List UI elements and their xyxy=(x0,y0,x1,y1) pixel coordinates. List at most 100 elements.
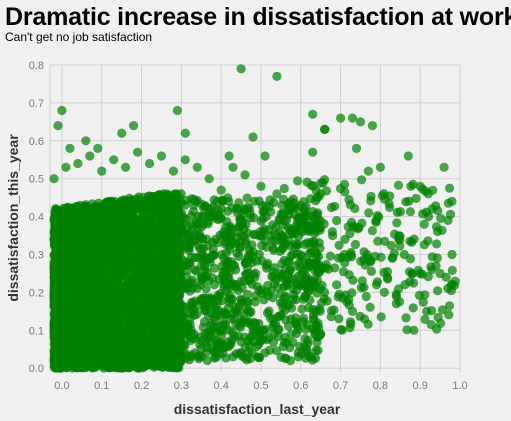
y-tick-label: 0.0 xyxy=(29,363,44,375)
data-point xyxy=(76,292,87,302)
data-point xyxy=(65,285,75,295)
data-point xyxy=(301,324,311,334)
data-point xyxy=(64,317,74,327)
x-tick-label: 0.6 xyxy=(293,380,308,392)
data-point xyxy=(59,346,69,356)
data-point xyxy=(165,352,175,362)
y-tick-label: 0.1 xyxy=(29,325,44,337)
data-point xyxy=(174,327,184,337)
data-point xyxy=(201,284,211,294)
data-point xyxy=(205,207,215,217)
data-point xyxy=(181,214,191,224)
data-point xyxy=(115,335,125,345)
data-point xyxy=(192,309,202,319)
data-point xyxy=(301,344,311,354)
data-point xyxy=(236,276,246,287)
data-point xyxy=(63,293,73,303)
data-point xyxy=(122,239,133,249)
data-point xyxy=(218,267,228,277)
data-point xyxy=(279,183,289,194)
data-point xyxy=(141,271,151,281)
data-point xyxy=(305,295,315,305)
data-point xyxy=(258,207,268,217)
data-point xyxy=(220,231,230,241)
data-point xyxy=(164,293,174,303)
y-tick-label: 0.2 xyxy=(29,287,44,299)
data-point xyxy=(262,263,272,273)
data-point xyxy=(135,362,145,372)
data-point xyxy=(76,203,86,213)
data-point xyxy=(51,301,61,311)
data-point xyxy=(181,281,191,291)
data-point xyxy=(157,278,167,288)
data-point xyxy=(173,265,183,275)
data-point xyxy=(96,284,107,294)
x-tick-label: 0.9 xyxy=(413,380,428,392)
data-point xyxy=(52,292,62,302)
data-point xyxy=(196,294,206,304)
data-point xyxy=(258,214,268,224)
data-point xyxy=(139,227,149,237)
data-point xyxy=(191,266,201,276)
data-point xyxy=(194,232,204,242)
data-point xyxy=(302,177,312,187)
data-point xyxy=(103,260,113,270)
data-point xyxy=(101,359,111,369)
data-point xyxy=(148,199,158,209)
data-point xyxy=(81,284,91,294)
data-point xyxy=(179,340,189,350)
x-tick-label: 0.2 xyxy=(134,380,149,392)
data-point xyxy=(161,331,172,341)
y-tick-label: 0.5 xyxy=(29,174,44,186)
data-point xyxy=(81,244,91,254)
data-point xyxy=(112,239,122,249)
data-point xyxy=(122,328,132,338)
data-point xyxy=(50,283,60,293)
data-point xyxy=(140,309,151,319)
data-point xyxy=(121,246,131,256)
data-point xyxy=(243,336,253,346)
data-point xyxy=(101,274,111,285)
data-point xyxy=(242,193,252,203)
chart-title: Dramatic increase in dissatisfaction at … xyxy=(5,3,511,31)
data-point xyxy=(156,351,167,361)
data-point xyxy=(161,214,171,224)
data-point xyxy=(305,194,316,204)
data-point xyxy=(144,298,154,308)
data-point xyxy=(102,341,112,351)
data-point xyxy=(221,222,231,232)
data-point xyxy=(311,345,321,356)
data-point xyxy=(84,226,94,236)
data-point xyxy=(65,257,75,268)
data-point xyxy=(99,316,109,326)
data-point xyxy=(197,211,207,221)
data-point xyxy=(108,266,118,276)
data-point xyxy=(293,348,303,358)
data-point xyxy=(260,325,271,335)
data-point xyxy=(102,200,113,211)
data-point xyxy=(242,355,252,365)
data-point xyxy=(229,313,239,324)
data-point xyxy=(93,229,103,239)
data-point xyxy=(91,312,101,322)
data-point xyxy=(266,207,276,217)
data-point xyxy=(228,260,238,270)
x-tick-label: 1.0 xyxy=(452,380,467,392)
data-point xyxy=(190,348,200,358)
data-point xyxy=(131,280,141,290)
data-point xyxy=(240,258,250,268)
data-point xyxy=(213,214,223,225)
data-point xyxy=(130,271,140,282)
data-point xyxy=(97,295,107,305)
data-point xyxy=(116,231,126,241)
data-point xyxy=(54,314,64,324)
data-point xyxy=(124,223,134,233)
data-point xyxy=(203,219,213,229)
data-point xyxy=(254,353,265,363)
data-point xyxy=(219,275,229,285)
data-point xyxy=(225,244,235,254)
data-point xyxy=(80,219,90,230)
data-point xyxy=(73,271,83,281)
data-point xyxy=(177,311,187,321)
